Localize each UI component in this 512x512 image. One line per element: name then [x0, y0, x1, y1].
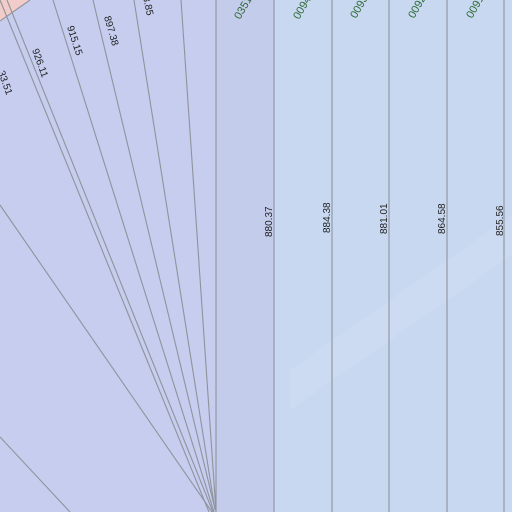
lot-strip-fill [274, 0, 512, 512]
fan-area-fill [0, 0, 216, 512]
shading-band [290, 215, 512, 410]
lot-dimension-label: 864.58 [437, 203, 448, 234]
lot-dimension-label: 884.38 [322, 202, 333, 233]
fan-line [180, 0, 217, 512]
fan-line [133, 0, 216, 511]
fan-line [52, 0, 215, 512]
lot-dimension-label: 880.37 [264, 206, 275, 237]
lot-0351-fill [216, 0, 274, 512]
fan-line [0, 0, 210, 512]
fan-dimension-label: 3.85 [140, 0, 155, 17]
fan-line [0, 0, 31, 22]
fan-line [0, 436, 71, 512]
lot-dimension-label: 881.01 [379, 203, 390, 234]
lot-dimension-label: 855.56 [495, 205, 506, 236]
fan-line [92, 0, 215, 506]
fan-line [6, 0, 214, 512]
fan-line [0, 204, 213, 512]
